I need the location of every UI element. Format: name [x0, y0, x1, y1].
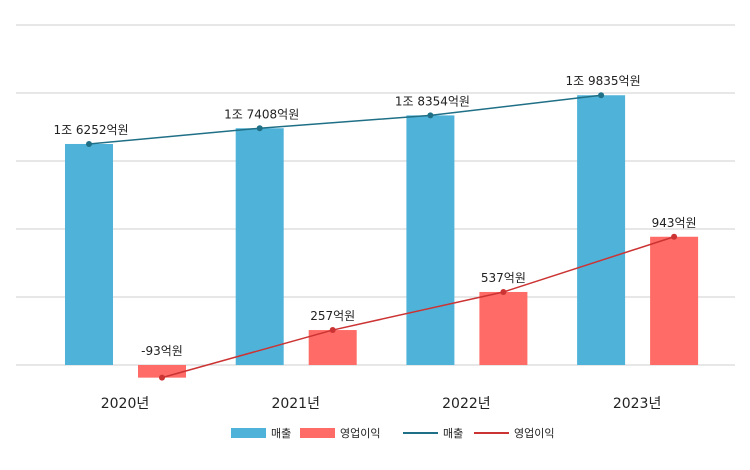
revenue-point [598, 92, 605, 99]
legend-swatch [300, 428, 335, 438]
operating-profit-point [671, 233, 678, 240]
x-tick-label: 2022년 [442, 396, 491, 412]
revenue-data-label: 1조 8354억원 [395, 94, 470, 108]
revenue-bar [235, 128, 284, 365]
revenue-point [256, 125, 263, 132]
revenue-data-label: 1조 6252억원 [53, 123, 128, 137]
revenue-bar [406, 115, 455, 366]
x-tick-label: 2023년 [613, 396, 662, 412]
operating-profit-bar [650, 236, 699, 365]
operating-profit-point [500, 288, 507, 295]
revenue-line [88, 94, 602, 145]
revenue-data-label: 1조 9835억원 [566, 74, 641, 88]
legend-label: 영업이익 [340, 427, 380, 440]
legend-label: 영업이익 [514, 427, 554, 440]
operating-profit-data-label: 257억원 [310, 309, 355, 323]
revenue-point [86, 140, 92, 147]
operating-profit-bar [308, 330, 357, 365]
operating-profit-line [161, 236, 675, 379]
x-tick-label: 2021년 [271, 396, 320, 412]
operating-profit-data-label: 943억원 [652, 216, 697, 230]
legend: 매출 영업이익 매출 영업이익 [231, 427, 554, 440]
legend-label: 매출 [271, 427, 291, 440]
revenue-bar [65, 143, 113, 365]
revenue-data-label: 1조 7408억원 [224, 107, 299, 121]
operating-profit-data-label: 537억원 [481, 271, 526, 285]
legend-label: 매출 [443, 427, 463, 440]
legend-swatch [231, 428, 266, 438]
revenue-bar [577, 95, 626, 365]
operating-profit-data-label: -93억원 [141, 344, 183, 358]
operating-profit-point [329, 327, 336, 334]
operating-profit-bar [479, 291, 528, 365]
operating-profit-point [159, 374, 165, 381]
revenue-point [427, 112, 434, 119]
x-tick-label: 2020년 [101, 396, 150, 412]
